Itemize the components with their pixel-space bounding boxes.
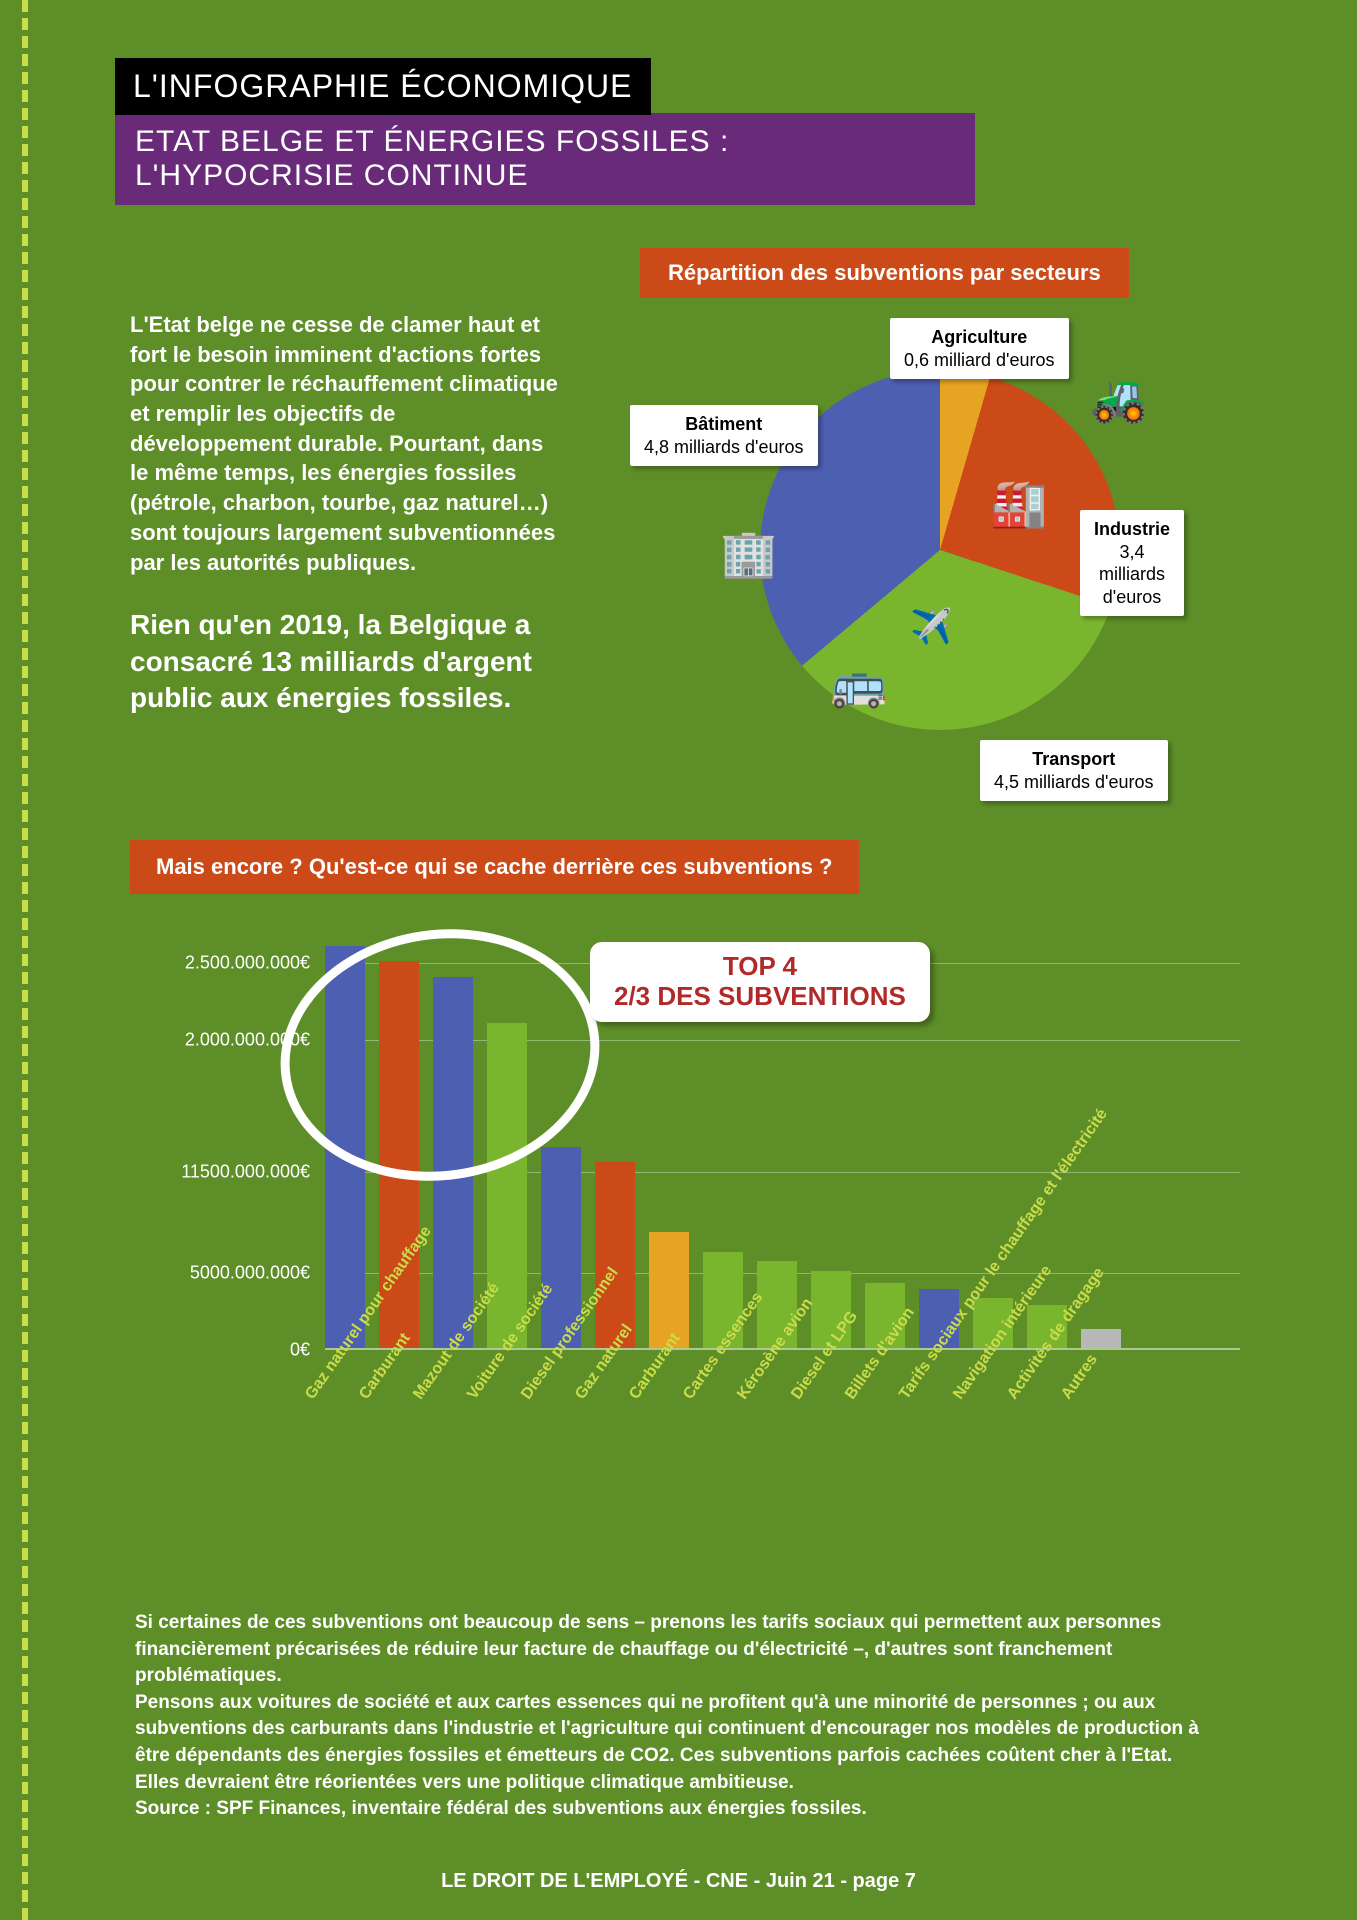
bar-chart-title: Mais encore ? Qu'est-ce qui se cache der… bbox=[130, 840, 859, 894]
bar-x-label: Mazout de société bbox=[410, 1360, 448, 1403]
top4-callout: TOP 4 2/3 DES SUBVENTIONS bbox=[590, 942, 930, 1022]
bar-x-label: Carburant bbox=[626, 1360, 664, 1403]
bar-chart: 0€ 5000.000.000€ 11500.000.000€ 2.000.00… bbox=[130, 940, 1240, 1560]
bar-x-label: Autres bbox=[1058, 1360, 1096, 1403]
page-left-dotted-rule bbox=[22, 0, 28, 1920]
plane-icon: ✈️ bbox=[910, 610, 952, 644]
bar bbox=[433, 977, 473, 1348]
page-header: L'INFOGRAPHIE ÉCONOMIQUE ETAT BELGE ET É… bbox=[115, 58, 975, 205]
bar-x-label: Diesel et LPG bbox=[788, 1360, 826, 1403]
header-title: L'INFOGRAPHIE ÉCONOMIQUE bbox=[115, 58, 651, 115]
pie-chart: Bâtiment 4,8 milliards d'euros Agricultu… bbox=[620, 310, 1180, 850]
bar-x-label: Navigation intérieure bbox=[950, 1360, 988, 1403]
bar-x-label: Kérosène avion bbox=[734, 1360, 772, 1403]
bar-x-label: Gaz naturel pour chauffage bbox=[302, 1360, 340, 1403]
bar-x-axis: Gaz naturel pour chauffageCarburantMazou… bbox=[325, 1360, 1121, 1378]
bar-x-label: Tarifs sociaux pour le chauffage et l'él… bbox=[896, 1360, 934, 1403]
bar-x-label: Cartes essences bbox=[680, 1360, 718, 1403]
bar-x-label: Gaz naturel bbox=[572, 1360, 610, 1403]
bar-x-label: Carburant bbox=[356, 1360, 394, 1403]
bar bbox=[325, 946, 365, 1348]
bar-x-label: Billets d'avion bbox=[842, 1360, 880, 1403]
factory-icon: 🏭 bbox=[990, 480, 1047, 526]
bar-x-label: Diesel professionnel bbox=[518, 1360, 556, 1403]
intro-highlight: Rien qu'en 2019, la Belgique a consacré … bbox=[130, 607, 560, 716]
body-copy: Si certaines de ces subventions ont beau… bbox=[135, 1610, 1225, 1823]
bus-icon: 🚌 bbox=[830, 660, 887, 706]
bar-x-label: Voiture de société bbox=[464, 1360, 502, 1403]
intro-paragraph: L'Etat belge ne cesse de clamer haut et … bbox=[130, 310, 560, 577]
pie-label-batiment: Bâtiment 4,8 milliards d'euros bbox=[630, 405, 818, 466]
bar-x-label: Activités de dragage bbox=[1004, 1360, 1042, 1403]
pie-label-industrie: Industrie 3,4 milliards d'euros bbox=[1080, 510, 1184, 616]
page-footer: LE DROIT DE L'EMPLOYÉ - CNE - Juin 21 - … bbox=[0, 1870, 1357, 1893]
intro-block: L'Etat belge ne cesse de clamer haut et … bbox=[130, 310, 560, 716]
bar bbox=[1081, 1329, 1121, 1348]
bar bbox=[595, 1162, 635, 1348]
building-icon: 🏢 bbox=[720, 530, 777, 576]
pie-label-agriculture: Agriculture 0,6 milliard d'euros bbox=[890, 318, 1069, 379]
pie-label-transport: Transport 4,5 milliards d'euros bbox=[980, 740, 1168, 801]
tractor-icon: 🚜 bbox=[1090, 375, 1147, 421]
header-subtitle: ETAT BELGE ET ÉNERGIES FOSSILES : L'HYPO… bbox=[115, 113, 975, 205]
pie-chart-title: Répartition des subventions par secteurs bbox=[640, 248, 1129, 298]
